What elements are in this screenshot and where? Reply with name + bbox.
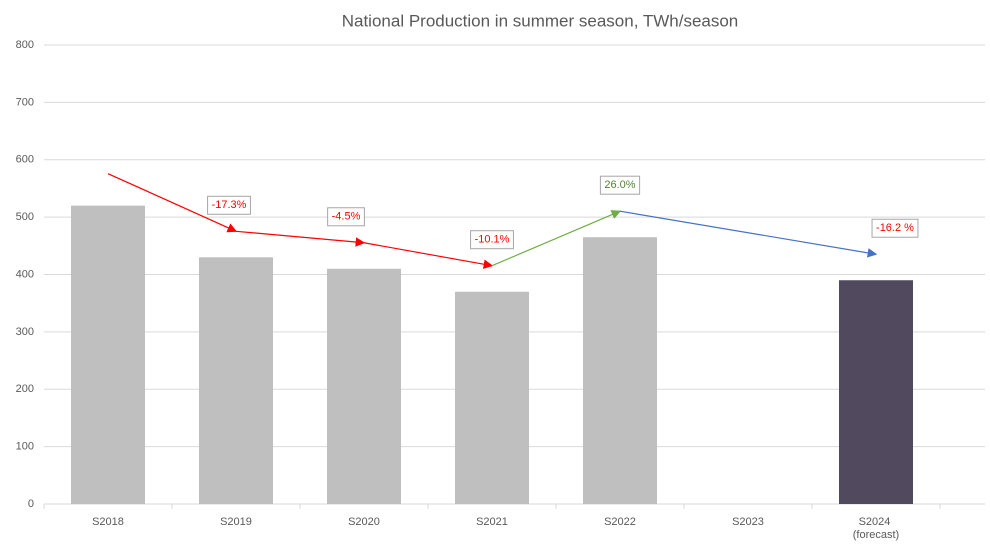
trend-arrow <box>491 210 622 267</box>
y-tick-label: 700 <box>16 96 34 108</box>
y-tick-label: 0 <box>28 498 34 510</box>
trend-arrow <box>619 210 878 258</box>
annotation-box <box>207 195 251 215</box>
y-tick-label: 100 <box>16 441 34 453</box>
y-tick-label: 500 <box>16 211 34 223</box>
bar <box>455 291 529 504</box>
annotation: -10.1% <box>470 230 514 250</box>
x-tick-label: S2019 <box>220 516 252 528</box>
trend-arrow <box>235 230 366 247</box>
trend-arrow <box>107 173 238 233</box>
bar <box>199 257 273 504</box>
annotation: -17.3% <box>207 195 251 215</box>
annotation-box <box>327 207 365 227</box>
chart-title: National Production in summer season, TW… <box>342 11 739 30</box>
y-tick-label: 600 <box>16 154 34 166</box>
y-tick-label: 400 <box>16 268 34 280</box>
x-tick-label: S2020 <box>348 516 380 528</box>
annotation-box <box>871 218 919 238</box>
annotation-box <box>599 175 641 195</box>
annotation-label: -17.3% <box>212 199 247 211</box>
annotation-label: -10.1% <box>475 234 510 246</box>
y-tick-label: 800 <box>16 39 34 51</box>
bar <box>839 280 913 504</box>
x-tick-label: S2021 <box>476 516 508 528</box>
y-tick-label: 300 <box>16 326 34 338</box>
annotation: -4.5% <box>327 207 365 227</box>
annotation-label: -4.5% <box>332 211 361 223</box>
bar <box>71 205 145 504</box>
trend-arrow <box>363 242 494 269</box>
x-tick-label: S2024 (forecast) <box>853 516 899 541</box>
bar <box>583 237 657 505</box>
annotation: -16.2 % <box>871 218 919 238</box>
y-tick-label: 200 <box>16 383 34 395</box>
annotation-label: -16.2 % <box>876 222 914 234</box>
x-tick-label: S2022 <box>604 516 636 528</box>
annotation-box <box>470 230 514 250</box>
x-tick-label: S2018 <box>92 516 124 528</box>
x-tick-label: S2023 <box>732 516 764 528</box>
bar <box>327 268 401 504</box>
annotation: 26.0% <box>599 175 641 195</box>
annotation-label: 26.0% <box>604 179 635 191</box>
